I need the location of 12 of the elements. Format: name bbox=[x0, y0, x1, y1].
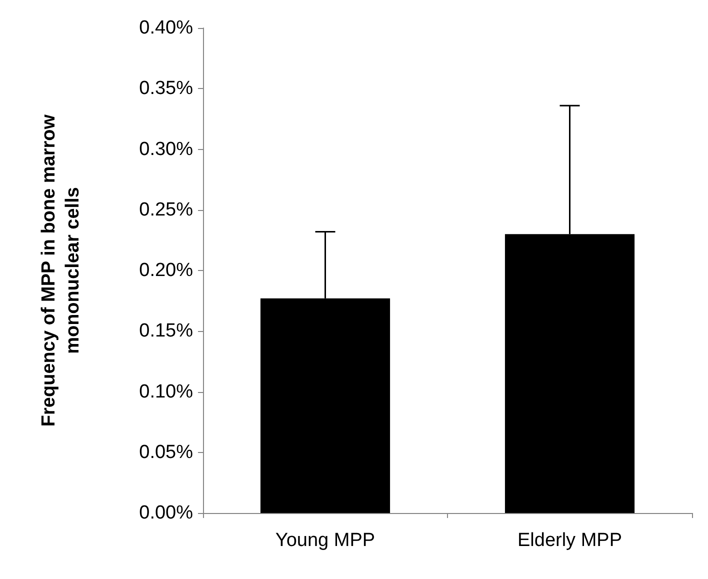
x-tick-label: Elderly MPP bbox=[517, 530, 622, 551]
y-tick-label: 0.30% bbox=[139, 138, 194, 160]
y-tick-label: 0.20% bbox=[139, 260, 194, 281]
y-tick-label: 0.40% bbox=[139, 18, 194, 38]
y-tick-label: 0.25% bbox=[139, 199, 194, 220]
y-tick-label: 0.10% bbox=[139, 381, 194, 402]
y-tick-label: 0.05% bbox=[139, 442, 194, 463]
y-tick-label: 0.15% bbox=[139, 320, 194, 342]
y-axis-title: Frequency of MPP in bone marrow mononuclear cells bbox=[38, 114, 84, 427]
y-tick-label: 0.00% bbox=[139, 502, 194, 524]
y-tick-label: 0.35% bbox=[139, 78, 194, 100]
x-tick-label: Young MPP bbox=[275, 530, 376, 551]
